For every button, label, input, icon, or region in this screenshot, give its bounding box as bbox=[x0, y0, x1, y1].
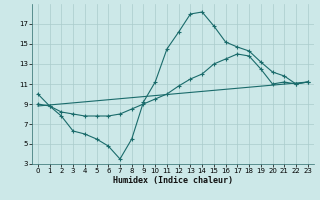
X-axis label: Humidex (Indice chaleur): Humidex (Indice chaleur) bbox=[113, 176, 233, 185]
